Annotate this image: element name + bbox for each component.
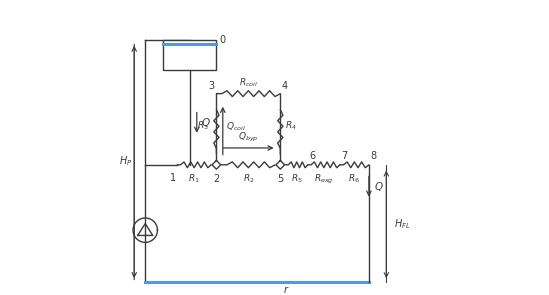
Text: 7: 7: [341, 151, 348, 161]
Text: 0: 0: [219, 35, 226, 45]
Text: 5: 5: [277, 174, 283, 184]
Text: 8: 8: [371, 151, 377, 161]
Text: 1: 1: [170, 173, 176, 183]
Text: $R_{exg}$: $R_{exg}$: [314, 173, 334, 186]
Text: 2: 2: [213, 174, 220, 184]
Text: Q: Q: [201, 118, 209, 128]
Text: $R_4$: $R_4$: [285, 120, 296, 132]
Bar: [163, 40, 216, 71]
Text: $H_{FL}$: $H_{FL}$: [394, 217, 410, 230]
Text: $R_3$: $R_3$: [197, 120, 208, 132]
Text: Q: Q: [374, 182, 382, 191]
Text: $R_6$: $R_6$: [349, 173, 360, 186]
Text: $R_1$: $R_1$: [188, 173, 200, 186]
Text: $R_2$: $R_2$: [243, 173, 254, 186]
Text: $Q_{coil}$: $Q_{coil}$: [226, 120, 245, 132]
Text: 4: 4: [282, 81, 288, 91]
Text: $R_5$: $R_5$: [291, 173, 302, 186]
Text: r: r: [284, 285, 288, 295]
Text: $Q_{byp}$: $Q_{byp}$: [238, 131, 259, 145]
Text: 3: 3: [208, 81, 214, 91]
Text: $H_P$: $H_P$: [119, 154, 133, 168]
Text: $R_{coil}$: $R_{coil}$: [239, 77, 258, 89]
Text: 6: 6: [309, 151, 316, 161]
